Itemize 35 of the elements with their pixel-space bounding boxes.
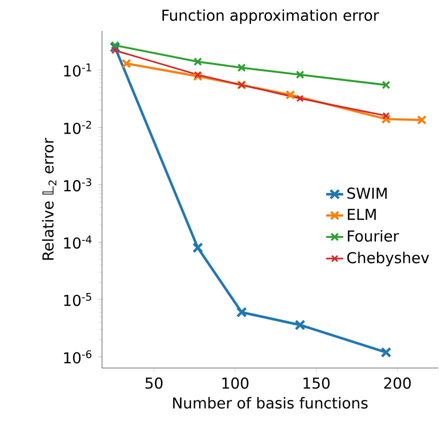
point [236, 306, 247, 318]
point [237, 64, 246, 72]
point [110, 41, 120, 50]
chart-title: Function approximation error [162, 9, 380, 24]
y-tick-label: 10$^{-1}$ [64, 64, 92, 77]
point [286, 90, 296, 100]
y-tick-label: 10$^{-6}$ [64, 350, 92, 364]
point [192, 242, 204, 254]
point [382, 80, 390, 90]
x-tick-label: 50 [146, 377, 162, 389]
y-tick-label: 10$^{-3}$ [64, 178, 92, 192]
point [111, 46, 119, 54]
point [381, 114, 391, 124]
legend-label: ELM [348, 208, 376, 220]
point [122, 58, 132, 68]
legend-label: Fourier [348, 230, 399, 242]
point [382, 112, 390, 120]
point [192, 71, 203, 82]
x-tick-label: 150 [304, 377, 330, 389]
x-tick-label: 200 [384, 377, 411, 389]
x-tick-label: 100 [222, 377, 248, 389]
y-tick-label: 10$^{-2}$ [64, 120, 91, 134]
point [294, 320, 306, 330]
y-axis-title: Relative 𝕃$_{2}$ error [42, 138, 56, 260]
point [194, 57, 202, 66]
x-axis-title: Number of basis functions [173, 397, 368, 409]
legend-label: SWIM [347, 188, 387, 199]
point [194, 71, 202, 78]
point [296, 70, 304, 79]
point [380, 346, 392, 358]
point [416, 115, 427, 125]
y-tick-label: 10$^{-5}$ [64, 292, 92, 306]
point [296, 94, 304, 102]
y-tick-label: 10$^{-4}$ [64, 236, 92, 249]
legend-label: Chebyshev [347, 252, 430, 266]
